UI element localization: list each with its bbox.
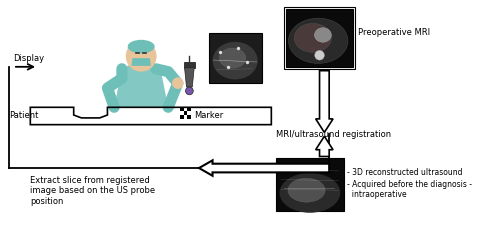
Text: Marker: Marker [194, 112, 224, 121]
Bar [188, 107, 192, 111]
Polygon shape [132, 58, 151, 66]
Bar [184, 62, 195, 68]
Polygon shape [316, 136, 333, 156]
Ellipse shape [212, 42, 258, 79]
Bar [284, 7, 355, 69]
Circle shape [172, 77, 184, 89]
Text: Extract slice from registered
image based on the US probe
position: Extract slice from registered image base… [30, 176, 156, 206]
Bar [188, 115, 192, 119]
Polygon shape [184, 68, 194, 87]
Bar [208, 33, 262, 83]
Polygon shape [316, 71, 333, 132]
Circle shape [186, 87, 193, 95]
Bar [276, 158, 344, 211]
Bar [286, 9, 354, 67]
Text: Display: Display [13, 54, 44, 63]
Text: MRI/ultrasound registration: MRI/ultrasound registration [276, 130, 392, 139]
Ellipse shape [288, 178, 325, 202]
Bar [180, 115, 184, 119]
Polygon shape [114, 64, 168, 107]
Text: - 3D reconstructed ultrasound: - 3D reconstructed ultrasound [348, 168, 463, 177]
Circle shape [126, 41, 156, 72]
Text: Patient: Patient [9, 112, 38, 121]
Ellipse shape [288, 18, 348, 63]
Bar [184, 111, 188, 115]
Ellipse shape [220, 48, 246, 68]
Ellipse shape [314, 28, 332, 42]
Bar [136, 60, 146, 68]
Bar [180, 107, 184, 111]
Ellipse shape [128, 40, 154, 53]
Ellipse shape [294, 23, 332, 52]
Ellipse shape [280, 173, 340, 213]
Polygon shape [199, 160, 329, 176]
Circle shape [314, 50, 324, 60]
Text: - Acquired before the diagnosis -
  intraoperative: - Acquired before the diagnosis - intrao… [348, 180, 472, 199]
Text: Preoperative MRI: Preoperative MRI [358, 28, 430, 36]
